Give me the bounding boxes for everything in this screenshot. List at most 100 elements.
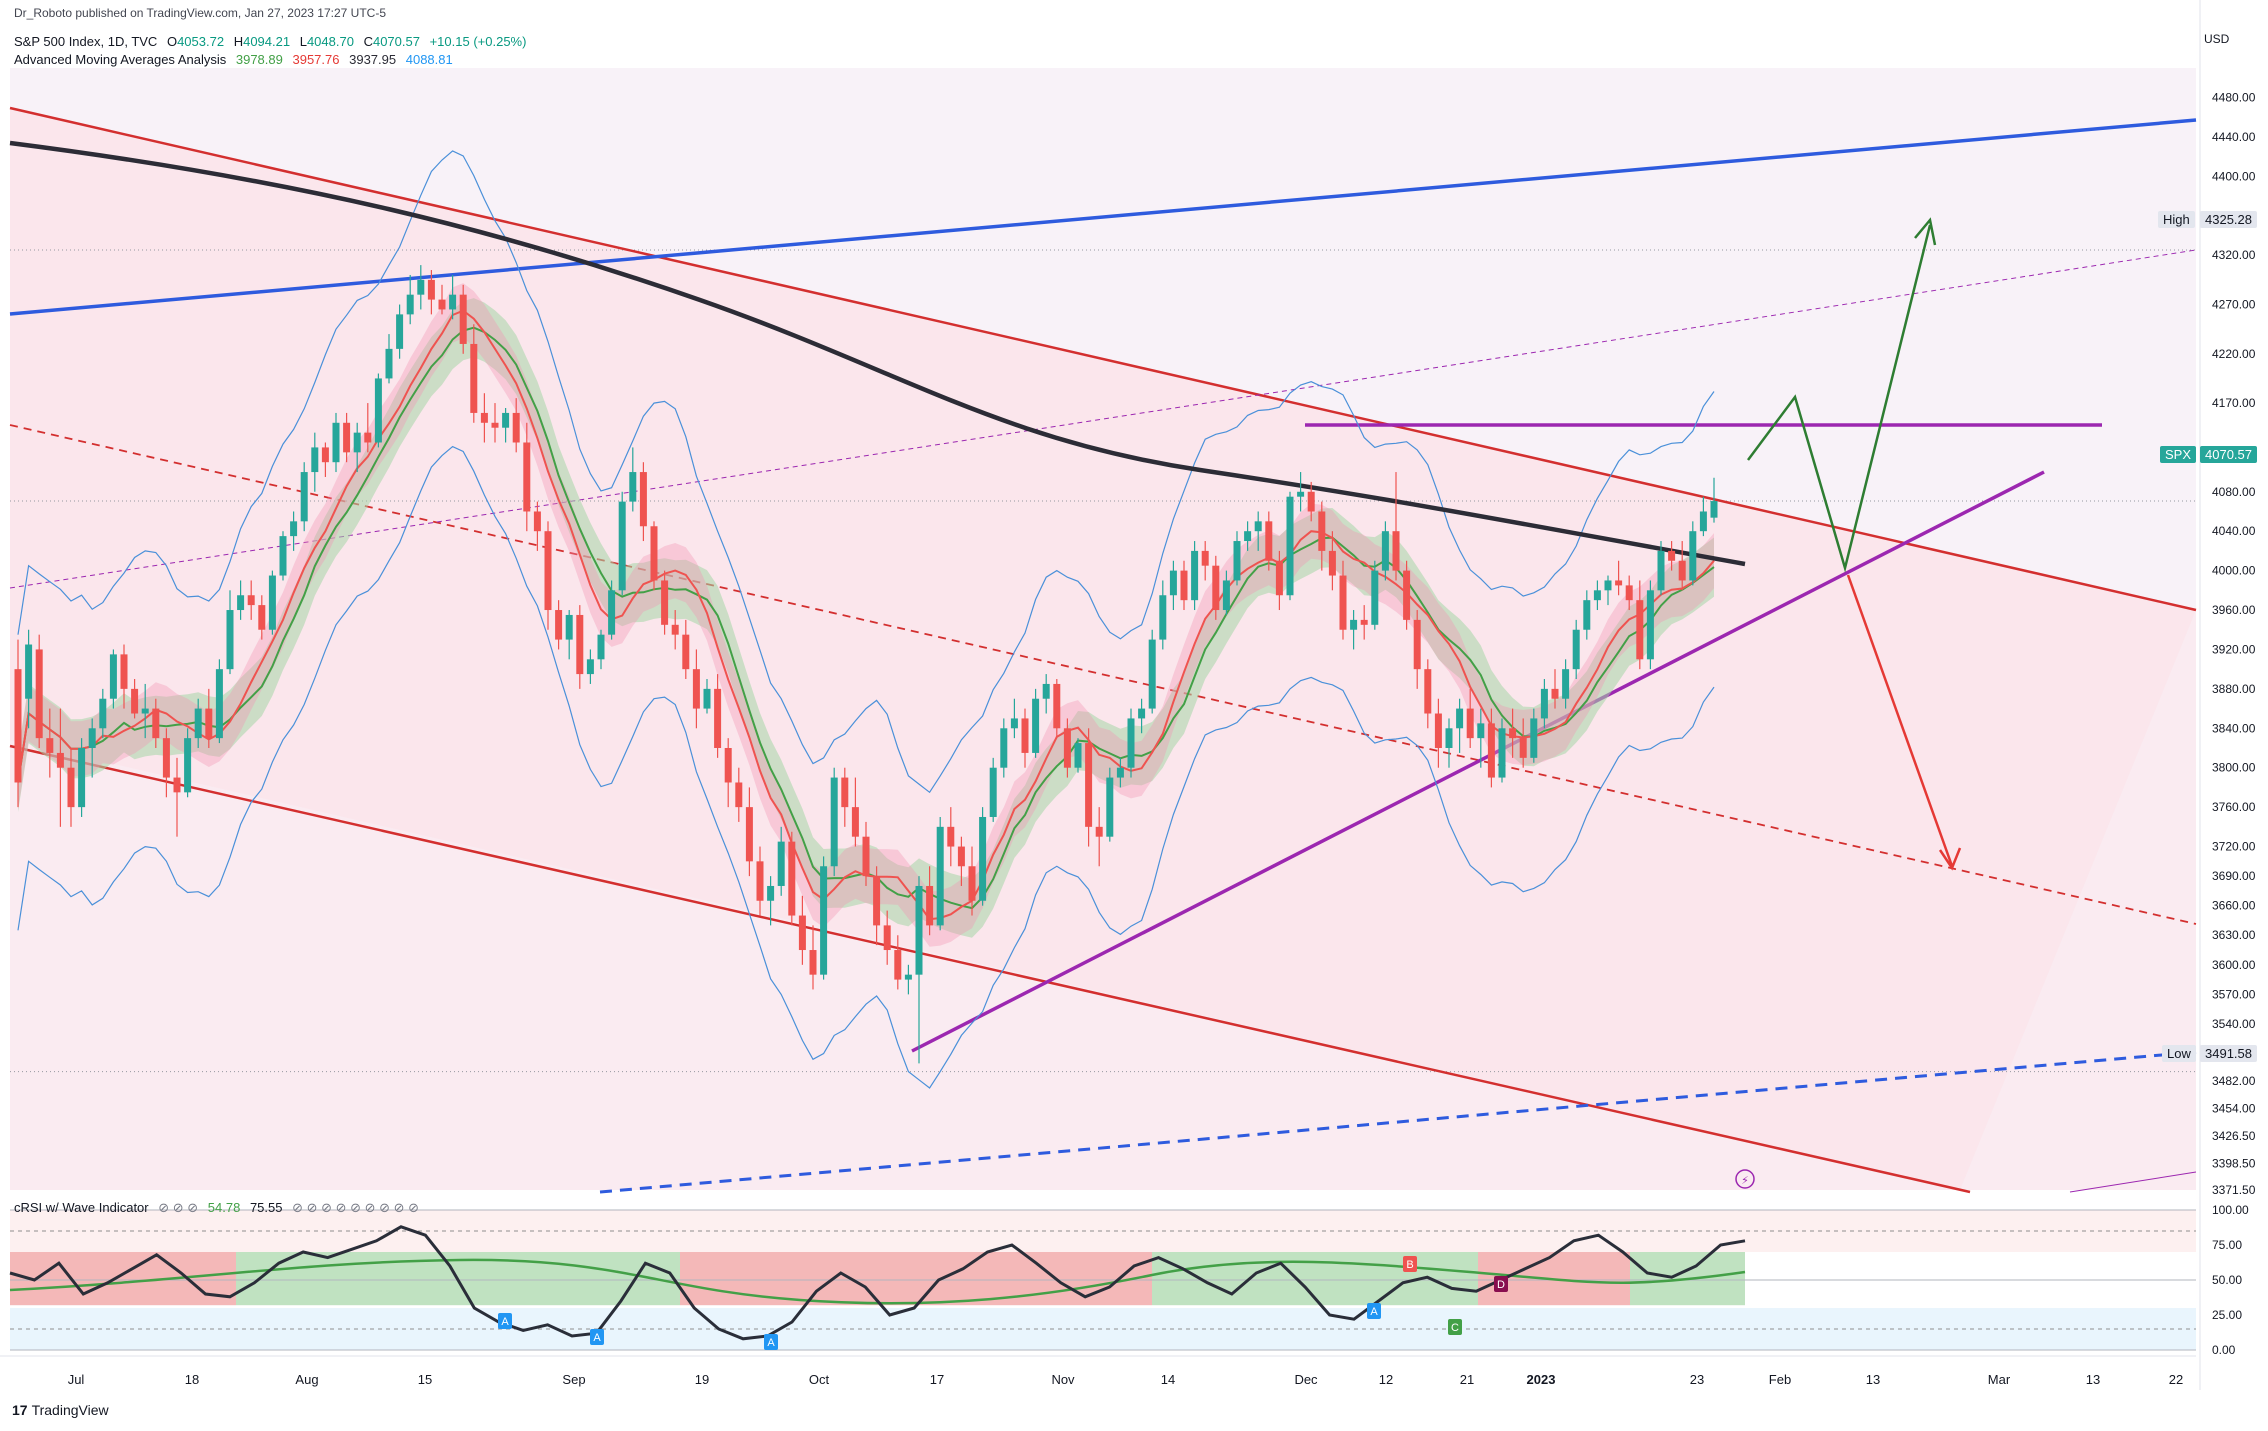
footer-brand-text: TradingView: [31, 1402, 109, 1418]
candle-body: [565, 614, 573, 640]
candle-body: [1169, 570, 1177, 596]
signal-marker: [1403, 1256, 1417, 1272]
candle-body: [788, 841, 796, 916]
crsi-settings-icons[interactable]: ⊘ ⊘ ⊘: [158, 1200, 199, 1215]
candle-body: [470, 343, 478, 413]
overbought-zone: [10, 1210, 2196, 1252]
ma-indicator-header: Advanced Moving Averages Analysis 3978.8…: [14, 52, 459, 67]
footer-brand[interactable]: 17 TradingView: [12, 1402, 115, 1418]
candle-body: [1699, 511, 1707, 532]
candle-body: [1074, 743, 1082, 768]
candle-body: [120, 654, 128, 689]
y-tick-label: 3600.00: [2212, 958, 2256, 972]
candle-body: [1509, 728, 1517, 739]
crsi-more-icons[interactable]: ⊘ ⊘ ⊘ ⊘ ⊘ ⊘ ⊘ ⊘ ⊘: [292, 1200, 420, 1215]
x-tick-label: Oct: [809, 1372, 830, 1387]
candle-body: [1668, 550, 1676, 561]
red-arrow-head: [1938, 847, 1962, 871]
candle-body: [35, 649, 43, 739]
candle-body: [25, 644, 33, 699]
candle-body: [162, 738, 170, 778]
candle-body: [671, 624, 679, 635]
channel-lower-line: [9, 744, 1971, 1194]
candle-body: [830, 777, 838, 867]
candle-body: [364, 432, 372, 443]
candle-body: [724, 748, 732, 783]
oversold-zone: [10, 1308, 2196, 1350]
candle-body: [1244, 531, 1252, 542]
candle-body: [1339, 575, 1347, 630]
candle-body: [194, 708, 202, 739]
candle-body: [427, 279, 435, 300]
ma-label[interactable]: Advanced Moving Averages Analysis: [14, 52, 227, 67]
candle-body: [226, 610, 234, 670]
candle-body: [1191, 550, 1199, 601]
candle-body: [512, 412, 520, 443]
y-tick-label: 3960.00: [2212, 603, 2256, 617]
candle-body: [1148, 639, 1156, 709]
y-tick-label: 3454.00: [2212, 1102, 2256, 1116]
blue-dashed-line: [599, 1050, 2197, 1194]
green-projection-arrow: [1746, 224, 1932, 573]
candle-body: [1456, 708, 1464, 729]
x-tick-label: Nov: [1051, 1372, 1075, 1387]
crsi-label[interactable]: cRSI w/ Wave Indicator: [14, 1200, 149, 1215]
crsi-value-1: 54.78: [207, 1200, 241, 1215]
candle-body: [904, 974, 912, 980]
low-tag-value: 3491.58: [2200, 1045, 2257, 1062]
y-tick-label: 4320.00: [2212, 248, 2256, 262]
candle-body: [1042, 683, 1050, 699]
candle-body: [979, 816, 987, 901]
candle-body: [1000, 728, 1008, 768]
candle-body: [1328, 550, 1336, 576]
candle-body: [141, 708, 149, 714]
y-tick-label: 4270.00: [2212, 298, 2256, 312]
candle-body: [756, 861, 764, 901]
candle-body: [1138, 708, 1146, 719]
candle-body: [459, 294, 467, 344]
candle-body: [1445, 728, 1453, 748]
x-tick-label: 2023: [1527, 1372, 1556, 1387]
y-tick-label: 3482.00: [2212, 1074, 2256, 1088]
signal-marker: [764, 1334, 778, 1350]
signal-marker: [1448, 1319, 1462, 1335]
symbol-title[interactable]: S&P 500 Index, 1D, TVC: [14, 34, 158, 49]
candle-body: [1710, 501, 1718, 518]
x-tick-label: Dec: [1294, 1372, 1318, 1387]
y-tick-label: 3760.00: [2212, 800, 2256, 814]
candle-body: [300, 472, 308, 522]
wave-band: [680, 1252, 1152, 1306]
candle-body: [215, 669, 223, 739]
candle-body: [1424, 669, 1432, 714]
candle-body: [894, 950, 902, 980]
candle-body: [1116, 767, 1124, 778]
candle-body: [78, 748, 86, 808]
indicator-y-tick: 75.00: [2212, 1238, 2242, 1252]
ma-value-1: 3978.89: [235, 52, 283, 67]
high-tag-value: 4325.28: [2200, 211, 2257, 228]
candle-body: [555, 610, 563, 640]
candle-body: [1021, 718, 1029, 753]
candle-body: [1530, 718, 1538, 758]
candle-body: [608, 590, 616, 635]
candle-body: [936, 826, 944, 926]
candle-body: [1212, 565, 1220, 611]
candle-body: [247, 595, 255, 606]
candle-body: [1032, 698, 1040, 753]
candle-body: [1275, 560, 1283, 596]
x-tick-label: Sep: [562, 1372, 585, 1387]
candle-body: [639, 472, 647, 527]
x-tick-label: 19: [695, 1372, 709, 1387]
indicator-y-tick: 100.00: [2212, 1203, 2249, 1217]
ma-value-2: 3957.76: [292, 52, 340, 67]
ohlc-low: L4048.70: [299, 34, 354, 49]
candle-body: [1265, 521, 1273, 561]
candle-body: [1286, 496, 1294, 596]
candle-body: [862, 836, 870, 877]
candle-body: [1403, 570, 1411, 620]
candle-body: [56, 752, 64, 768]
blue-trend-line: [9, 118, 2197, 316]
candle-body: [1487, 723, 1495, 778]
crsi-indicator-header: cRSI w/ Wave Indicator ⊘ ⊘ ⊘ 54.78 75.55…: [14, 1200, 425, 1216]
